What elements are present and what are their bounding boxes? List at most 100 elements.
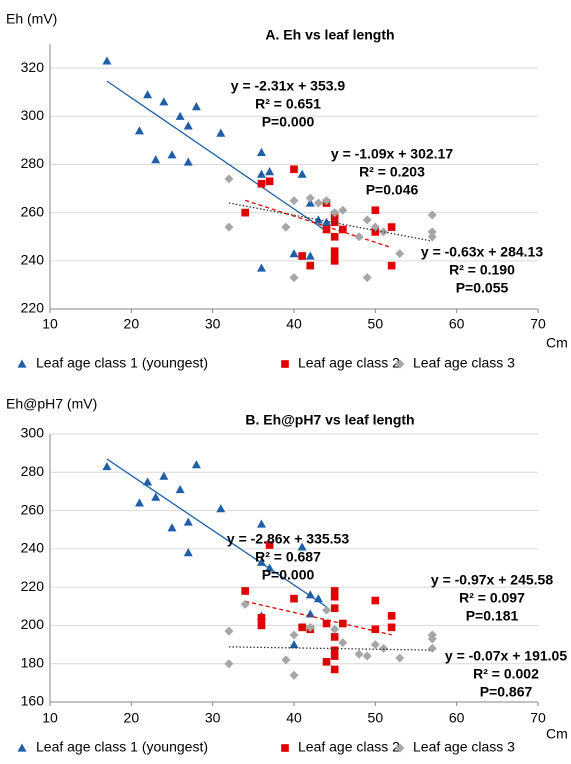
x-tick-label: 60 [449,316,465,332]
scatter-point [378,227,388,237]
scatter-point [240,599,250,609]
scatter-point [387,223,396,231]
scatter-point [191,460,201,469]
legend-marker [281,744,289,752]
scatter-point [298,252,306,260]
trend-equation: y = -2.31x + 353.9 [231,78,346,94]
x-axis-label: Cm [546,726,568,742]
scatter-point [370,222,380,232]
scatter-point [330,633,339,641]
scatter-point [134,126,144,135]
scatter-point [224,659,234,669]
x-tick-label: 20 [124,710,140,726]
scatter-point [167,150,177,159]
legend-label: Leaf age class 2 [298,739,400,755]
scatter-point [330,247,339,256]
x-tick-label: 10 [42,316,58,332]
trend-equation: y = -2.86x + 335.53 [227,531,349,547]
scatter-point [290,594,298,603]
scatter-point [378,643,388,653]
scatter-point [297,542,307,551]
scatter-point [322,605,332,615]
scatter-point [102,462,112,471]
scatter-point [265,541,274,549]
trend-line [228,646,433,651]
scatter-point [167,523,177,532]
scatter-point [134,498,144,507]
trend-equation: P=0.000 [262,567,315,583]
scatter-point [330,256,339,265]
scatter-point [330,604,339,613]
scatter-point [322,196,332,206]
scatter-point [330,646,339,655]
trend-equation: R² = 0.687 [255,549,321,565]
scatter-point [183,157,193,166]
scatter-point [330,252,339,260]
scatter-point [338,205,348,215]
scatter-point [330,218,339,227]
y-tick-label: 180 [21,654,45,670]
scatter-point [216,128,226,137]
legend-label: Leaf age class 3 [413,739,515,755]
y-tick-label: 240 [21,540,45,556]
scatter-point [298,623,306,632]
y-tick-label: 260 [21,501,45,517]
trend-equation: P=0.000 [262,114,315,130]
trend-equation: y = -0.97x + 245.58 [431,572,553,588]
scatter-point [322,225,331,234]
scatter-point [175,485,185,494]
scatter-point [151,155,161,164]
trend-line [245,199,392,249]
scatter-point [330,624,340,634]
scatter-point [289,670,299,680]
scatter-point [330,592,339,601]
scatter-point [330,232,339,241]
scatter-point [224,174,234,184]
x-tick-label: 70 [530,316,546,332]
scatter-point [183,517,193,526]
x-axis-label: Cm [546,335,568,351]
x-tick-label: 50 [368,316,384,332]
legend-label: Leaf age class 1 (youngest) [36,739,208,755]
scatter-point [338,225,347,234]
scatter-point [241,587,250,595]
trend-equation: R² = 0.002 [473,666,539,682]
scatter-point [191,102,201,111]
trend-line [228,202,433,242]
scatter-point [257,179,266,188]
scatter-point [427,227,437,237]
y-tick-label: 280 [21,463,45,479]
scatter-point [395,653,405,663]
scatter-point [330,665,339,674]
scatter-point [216,504,226,513]
scatter-point [290,165,298,174]
scatter-point [427,643,437,653]
scatter-point [322,657,331,666]
y-tick-label: 220 [21,578,45,594]
trend-equation: y = -1.09x + 302.17 [331,146,453,162]
scatter-point [256,519,266,528]
chart-title: A. Eh vs leaf length [265,27,394,43]
trend-equation: P=0.181 [466,608,519,624]
scatter-point [395,249,405,259]
y-tick-label: 200 [21,616,45,632]
x-tick-label: 40 [286,316,302,332]
scatter-point [354,649,364,659]
scatter-point [143,477,153,486]
y-axis-label: Eh@pH7 (mV) [6,396,97,412]
legend-label: Leaf age class 1 (youngest) [36,355,208,371]
trend-equation: R² = 0.651 [255,96,321,112]
scatter-point [371,596,380,605]
y-tick-label: 280 [21,155,45,171]
legend-marker [17,743,27,752]
legend-marker [395,359,405,369]
trend-line [106,80,327,232]
scatter-point [330,208,340,218]
scatter-point [289,273,299,283]
y-tick-label: 220 [21,300,45,316]
scatter-point [224,222,234,232]
scatter-point [306,261,315,270]
x-tick-label: 30 [205,316,221,332]
x-tick-label: 30 [205,710,221,726]
